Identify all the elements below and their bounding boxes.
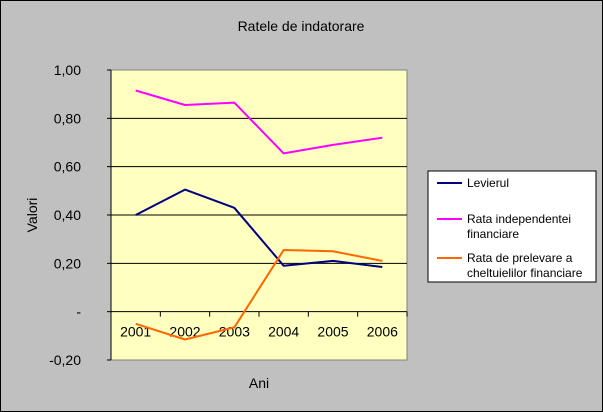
- y-tick-label: 0,20: [54, 255, 81, 271]
- y-axis-tick-labels: -0,20-0,200,400,600,801,00: [49, 62, 81, 368]
- x-tick-label: 2006: [367, 324, 398, 340]
- x-tick-label: 2005: [317, 324, 348, 340]
- x-axis-label: Ani: [249, 375, 269, 391]
- y-tick-label: 0,60: [54, 159, 81, 175]
- y-tick-label: 0,80: [54, 110, 81, 126]
- y-tick-label: -0,20: [49, 352, 81, 368]
- y-axis-label: Valori: [24, 198, 40, 233]
- gridlines: [107, 69, 408, 361]
- x-axis-tick-labels: 2001 2002 2003 2004 2005 2006: [120, 324, 398, 340]
- y-tick-label: 0,40: [54, 207, 81, 223]
- series-line-3: [135, 249, 383, 341]
- legend-box: [427, 170, 597, 283]
- x-tick-label: 2004: [268, 324, 299, 340]
- series-line-1: [135, 188, 383, 268]
- chart-title: Ratele de indatorare: [238, 18, 365, 34]
- y-tick-label: 1,00: [54, 62, 81, 78]
- series-lines: [135, 89, 383, 341]
- x-tick-label: 2002: [169, 324, 200, 340]
- legend-entry: Rata de prelevare a cheltuielilor financi…: [467, 251, 583, 280]
- x-tick-label: 2003: [219, 324, 250, 340]
- legend-entry: Levierul: [467, 176, 509, 190]
- y-tick-label: -: [76, 304, 81, 320]
- series-line-2: [135, 89, 383, 155]
- legend: Levierul Rata independentei financiare Rata…: [427, 170, 597, 283]
- x-tick-label: 2001: [120, 324, 151, 340]
- legend-entry: Rata independentei financiare: [467, 212, 571, 241]
